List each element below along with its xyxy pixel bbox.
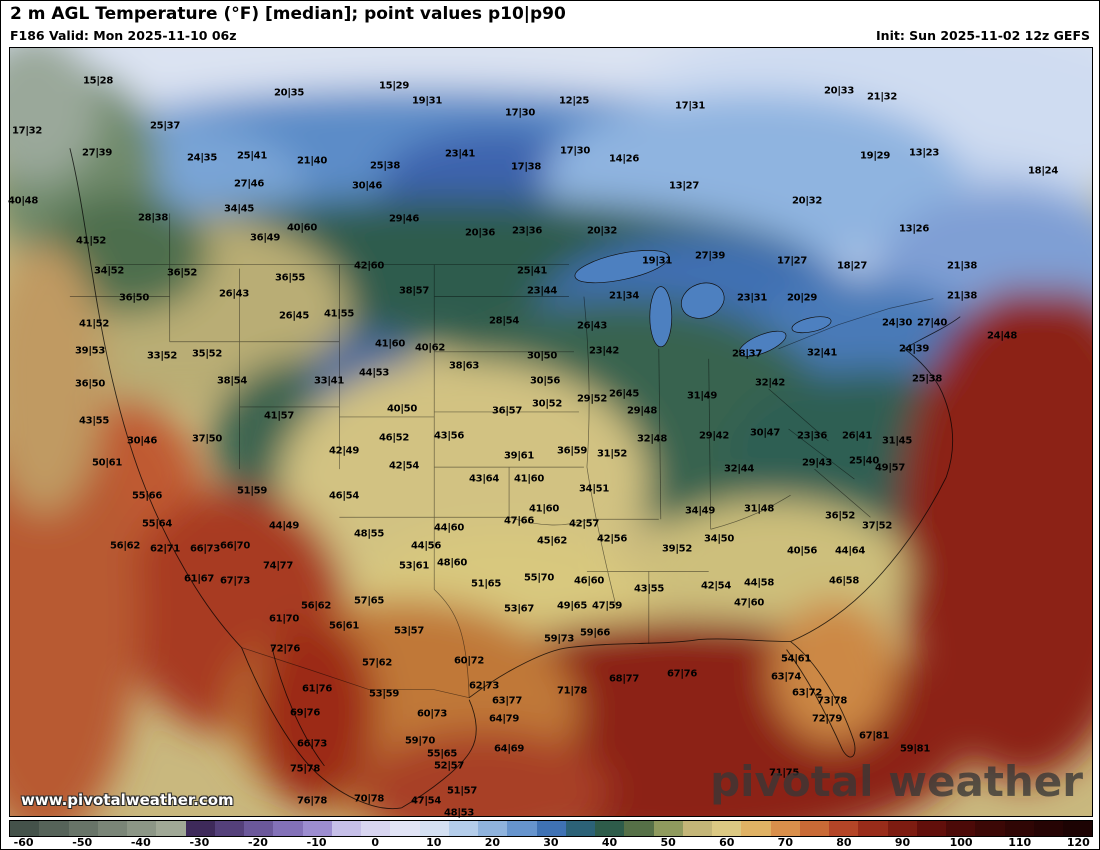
colorbar-tick-label: 90: [894, 836, 911, 849]
colorbar-tick-label: -20: [248, 836, 268, 849]
colorbar-cell: [536, 821, 566, 836]
map-area: [9, 47, 1093, 817]
colorbar-cell: [214, 821, 244, 836]
colorbar-cell: [829, 821, 859, 836]
colorbar-cell: [858, 821, 888, 836]
colorbar-cell: [1033, 821, 1063, 836]
colorbar-cell: [331, 821, 361, 836]
colorbar-cell: [361, 821, 391, 836]
colorbar-gradient: [9, 820, 1093, 837]
colorbar-cell: [39, 821, 69, 836]
colorbar-tick-label: 100: [949, 836, 973, 849]
temperature-field-map: [10, 48, 1092, 816]
colorbar-tick-label: 10: [426, 836, 442, 849]
colorbar-cell: [741, 821, 771, 836]
temperature-shading: [10, 48, 1092, 816]
site-url-watermark: www.pivotalweather.com: [21, 791, 234, 809]
colorbar-cell: [244, 821, 274, 836]
coastline-borders: [69, 148, 961, 810]
colorbar-tick-label: 60: [719, 836, 735, 849]
colorbar-cell: [887, 821, 917, 836]
colorbar-cell: [185, 821, 215, 836]
colorbar-cell: [302, 821, 332, 836]
colorbar-tick-label: 50: [660, 836, 676, 849]
colorbar-cell: [799, 821, 829, 836]
page-title: 2 m AGL Temperature (°F) [median]; point…: [10, 4, 566, 24]
colorbar-cell: [448, 821, 478, 836]
colorbar-cell: [419, 821, 449, 836]
pivotal-weather-logo: pivotal weather: [710, 757, 1083, 806]
colorbar-tick-label: 70: [777, 836, 793, 849]
colorbar-cell: [712, 821, 742, 836]
colorbar-cell: [10, 821, 40, 836]
colorbar-tick-label: 20: [484, 836, 500, 849]
colorbar-cell: [595, 821, 625, 836]
colorbar-cell: [68, 821, 98, 836]
colorbar-ticks: -60 -50 -40 -30 -20 -10 0 10 20 30 40 50 60 70 80 90 100…: [1, 836, 1099, 849]
colorbar-cell: [565, 821, 595, 836]
state-country-borders: [69, 213, 934, 699]
colorbar-tick-label: -40: [130, 836, 151, 849]
colorbar-tick-label: -50: [72, 836, 93, 849]
great-lakes: [574, 250, 832, 357]
colorbar-cell: [624, 821, 654, 836]
valid-time-label: F186 Valid: Mon 2025-11-10 06z: [10, 28, 237, 43]
colorbar-tick-label: 120: [1066, 836, 1090, 849]
colorbar-tick-label: 0: [371, 836, 379, 849]
colorbar-cell: [946, 821, 976, 836]
colorbar-cell: [682, 821, 712, 836]
colorbar-cell: [507, 821, 537, 836]
colorbar-cell: [653, 821, 683, 836]
colorbar-cell: [1063, 821, 1093, 836]
colorbar-tick-label: -10: [306, 836, 327, 849]
colorbar-tick-label: 110: [1008, 836, 1032, 849]
colorbar-tick-label: 80: [836, 836, 852, 849]
colorbar-cell: [156, 821, 186, 836]
colorbar-cell: [916, 821, 946, 836]
init-time-label: Init: Sun 2025-11-02 12z GEFS: [876, 28, 1090, 43]
colorbar-tick-label: 40: [601, 836, 618, 849]
colorbar-cell: [478, 821, 508, 836]
colorbar-tick-label: -30: [189, 836, 210, 849]
colorbar-cell: [273, 821, 303, 836]
colorbar-cell: [127, 821, 157, 836]
colorbar-tick-label: -60: [13, 836, 34, 849]
colorbar-tick-label: 30: [543, 836, 559, 849]
colorbar-cell: [770, 821, 800, 836]
colorbar-cell: [390, 821, 420, 836]
colorbar-cell: [97, 821, 127, 836]
colorbar-cell: [975, 821, 1005, 836]
colorbar-cell: [1004, 821, 1034, 836]
